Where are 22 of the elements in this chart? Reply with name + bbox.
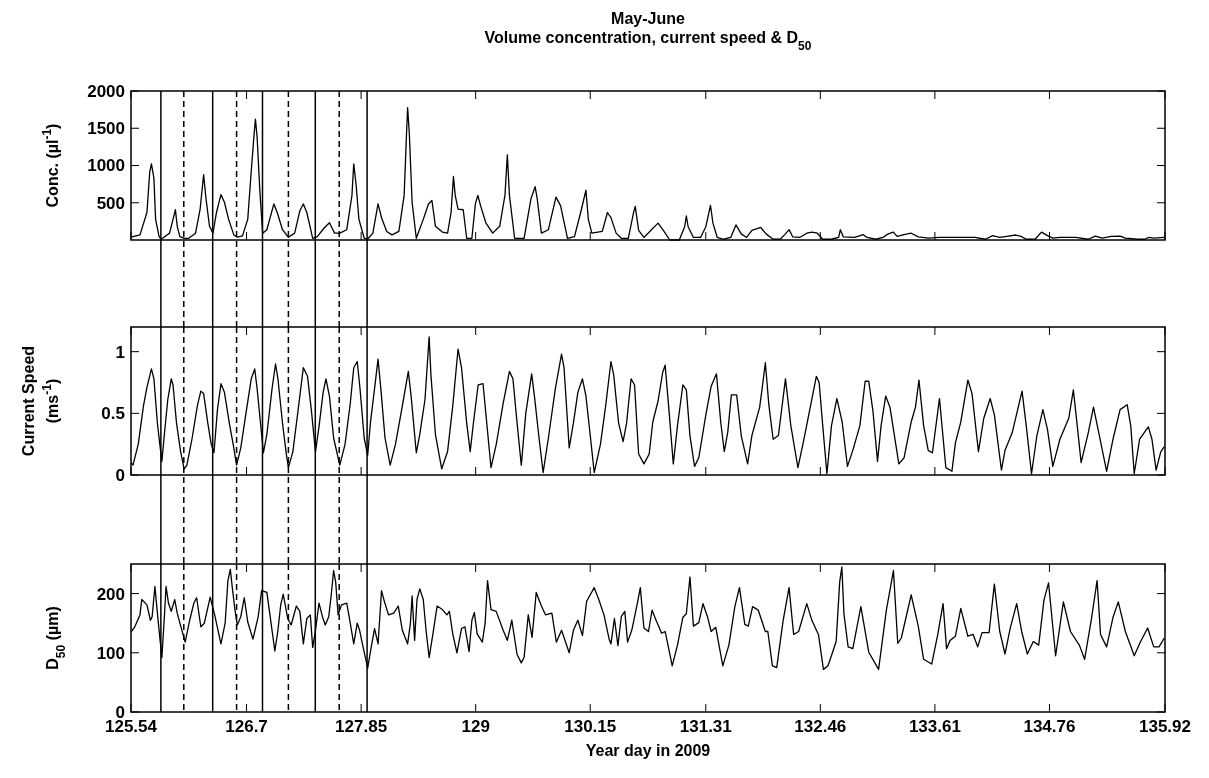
y-tick-label: 100 xyxy=(96,643,125,663)
x-tick-label: 126.7 xyxy=(225,717,268,736)
x-tick-label: 131.31 xyxy=(679,717,732,736)
x-tick-label: 125.54 xyxy=(105,717,158,736)
y-tick-label: 2000 xyxy=(87,81,125,101)
y-tick-label: 1000 xyxy=(87,156,125,176)
x-tick-label: 134.76 xyxy=(1023,717,1076,736)
x-axis-title: Year day in 2009 xyxy=(585,742,711,759)
x-tick-label: 127.85 xyxy=(335,717,388,736)
chart-subtitle: Volume concentration, current speed & D$_{50}$ xyxy=(484,29,812,53)
x-tick-label: 130.15 xyxy=(564,717,617,736)
chart-title: May-June xyxy=(611,10,685,27)
x-tick-label: 129 xyxy=(461,717,490,736)
y-tick-label: 500 xyxy=(96,193,125,213)
x-tick-label: 132.46 xyxy=(794,717,847,736)
x-tick-label: 135.92 xyxy=(1139,717,1191,736)
y-tick-label: 200 xyxy=(96,584,125,604)
y-tick-label: 1 xyxy=(115,342,125,362)
y-tick-label: 1500 xyxy=(87,119,125,139)
x-tick-label: 133.61 xyxy=(908,717,961,736)
y-tick-label: 0.5 xyxy=(101,404,125,424)
y-tick-label: 0 xyxy=(115,465,125,485)
